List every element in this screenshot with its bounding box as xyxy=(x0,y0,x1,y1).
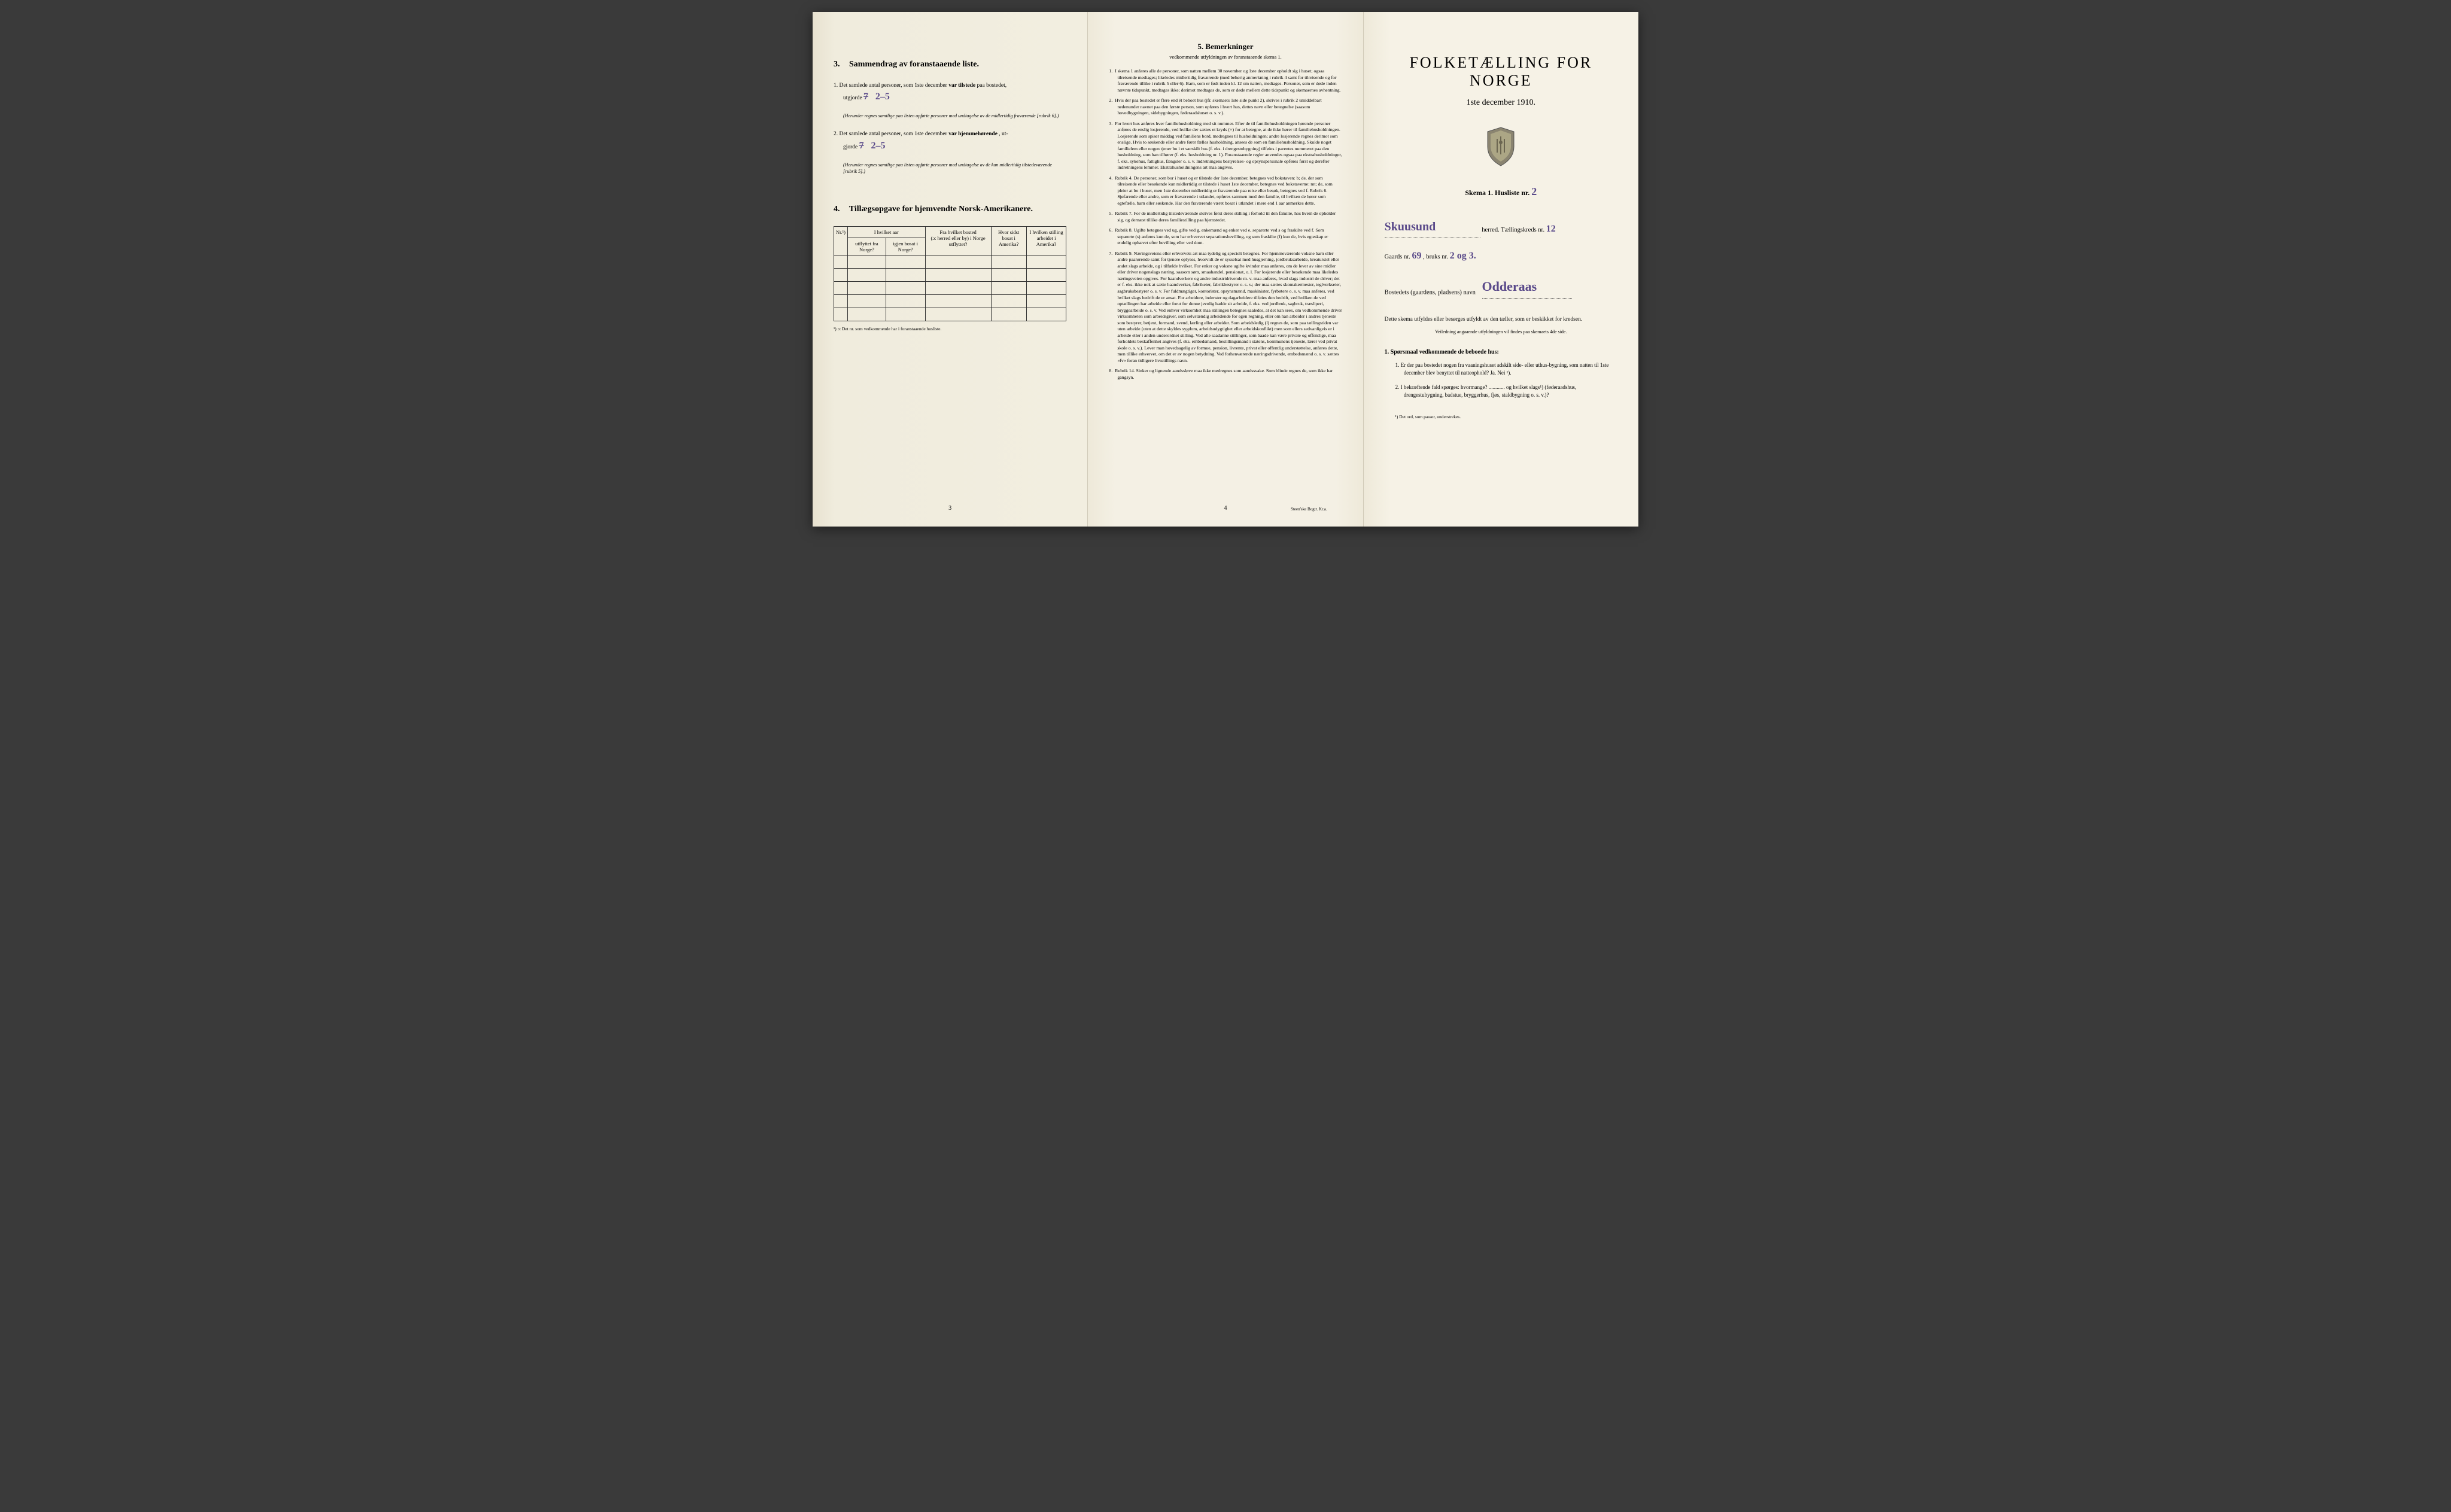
item2: 2. Det samlede antal personer, som 1ste … xyxy=(834,130,1066,153)
item2-hand2: 2–5 xyxy=(871,141,886,151)
herred-label: herred. Tællingskreds nr. xyxy=(1482,227,1544,233)
remarks-heading: 5. Bemerkninger xyxy=(1109,42,1342,51)
col4-bot: arbeidet i Amerika? xyxy=(1036,235,1057,247)
remark-5: 5.Rubrik 7. For de midlertidig tilstedev… xyxy=(1109,211,1342,223)
item2-note: (Herunder regnes samtlige paa listen opf… xyxy=(843,162,1066,175)
coat-of-arms-icon xyxy=(1483,126,1519,168)
col-aar: I hvilket aar xyxy=(848,227,926,238)
filling-instruction: Dette skema utfyldes eller besørges utfy… xyxy=(1385,315,1617,324)
gaards-nr: 69 xyxy=(1412,251,1421,261)
table-row xyxy=(834,269,1066,282)
section3-heading: 3. Sammendrag av foranstaaende liste. xyxy=(834,60,1066,69)
col4-top: I hvilken stilling xyxy=(1029,229,1063,235)
skema-line: Skema 1. Husliste nr. 2 xyxy=(1385,185,1617,198)
gaards-label: Gaards nr. xyxy=(1385,254,1410,260)
kreds-nr: 12 xyxy=(1546,224,1556,234)
item2-hand1: 7 xyxy=(859,141,864,151)
remark-1: 1.I skema 1 anføres alle de personer, so… xyxy=(1109,68,1342,93)
col-nr: Nr.¹) xyxy=(834,227,848,255)
item2-pre: Det samlede antal personer, som 1ste dec… xyxy=(840,131,947,137)
section4-title: Tillægsopgave for hjemvendte Norsk-Ameri… xyxy=(849,205,1033,214)
item1-pre: Det samlede antal personer, som 1ste dec… xyxy=(840,83,947,89)
col3-top: Hvor sidst xyxy=(998,229,1019,235)
item1-note: (Herunder regnes samtlige paa listen opf… xyxy=(843,112,1066,119)
col3-bot: bosat i Amerika? xyxy=(999,235,1019,247)
section3-title: Sammendrag av foranstaaende liste. xyxy=(849,60,979,69)
question-2: 2. I bekræftende fald spørges: hvormange… xyxy=(1395,384,1617,400)
section4-heading: 4. Tillægsopgave for hjemvendte Norsk-Am… xyxy=(834,205,1066,214)
husliste-nr: 2 xyxy=(1531,185,1537,197)
col-igjen: igjen bosat i Norge? xyxy=(886,238,925,255)
remark-2: 2.Hvis der paa bostedet er flere end ét … xyxy=(1109,98,1342,117)
bosted-label: Bostedets (gaardens, pladsens) navn xyxy=(1385,290,1476,296)
remark-6: 6.Rubrik 8. Ugifte betegnes ved ug, gift… xyxy=(1109,227,1342,247)
remark-3: 3.For hvert hus anføres hver familiehush… xyxy=(1109,121,1342,171)
col2-bot: (ɔ: herred eller by) i Norge utflyttet? xyxy=(930,235,985,247)
bosted-name: Odderaas xyxy=(1482,279,1537,294)
question-1: 1. Er der paa bostedet nogen fra vaaning… xyxy=(1395,361,1617,378)
section4-number: 4. xyxy=(834,205,840,214)
skema-label: Skema 1. Husliste nr. xyxy=(1465,188,1529,197)
item1-post: paa bostedet, xyxy=(977,83,1007,89)
printer-credit: Steen'ske Bogtr. Kr.a. xyxy=(1291,507,1327,512)
col-hvor-sidst: Hvor sidst bosat i Amerika? xyxy=(991,227,1026,255)
bruks-label: , bruks nr. xyxy=(1423,254,1448,260)
table-row xyxy=(834,282,1066,295)
page-number-3: 3 xyxy=(813,505,1087,512)
remark-5-text: Rubrik 7. For de midlertidig tilstedevær… xyxy=(1115,211,1336,223)
remark-4: 4.Rubrik 4. De personer, som bor i huset… xyxy=(1109,175,1342,207)
item1-bold: var tilstede xyxy=(948,83,975,89)
item2-bold: var hjemmehørende xyxy=(948,131,998,137)
remark-4-text: Rubrik 4. De personer, som bor i huset o… xyxy=(1115,175,1333,206)
item1-hand1: 7 xyxy=(863,92,868,102)
gaards-line: Gaards nr. 69 , bruks nr. 2 og 3. xyxy=(1385,248,1617,265)
census-date: 1ste december 1910. xyxy=(1385,98,1617,108)
remark-8-text: Rubrik 14. Sinker og lignende aandssløve… xyxy=(1115,368,1333,380)
bosted-line: Bostedets (gaardens, pladsens) navn Odde… xyxy=(1385,275,1617,299)
table-row xyxy=(834,308,1066,321)
remarks-subtitle: vedkommende utfyldningen av foranstaaend… xyxy=(1109,54,1342,60)
panel-middle: 5. Bemerkninger vedkommende utfyldningen… xyxy=(1087,12,1363,527)
remark-6-text: Rubrik 8. Ugifte betegnes ved ug, gifte … xyxy=(1115,227,1328,245)
remark-7-text: Rubrik 9. Næringsveiens eller erhvervets… xyxy=(1115,251,1342,363)
question-heading: 1. Spørsmaal vedkommende de beboede hus: xyxy=(1385,349,1617,355)
guidance-note: Veiledning angaaende utfyldningen vil fi… xyxy=(1385,329,1617,334)
col-fra-bosted: Fra hvilket bosted (ɔ: herred eller by) … xyxy=(925,227,991,255)
item1-utgjorde: utgjorde xyxy=(843,95,862,101)
col2-top: Fra hvilket bosted xyxy=(939,229,976,235)
census-title: FOLKETÆLLING FOR NORGE xyxy=(1385,54,1617,90)
remark-8: 8.Rubrik 14. Sinker og lignende aandsslø… xyxy=(1109,368,1342,381)
panel-left: 3. Sammendrag av foranstaaende liste. 1.… xyxy=(813,12,1087,527)
table-footnote: ¹) ɔ: Det nr. som vedkommende har i fora… xyxy=(834,326,1066,331)
q2-text: I bekræftende fald spørges: hvormange? .… xyxy=(1401,384,1576,398)
remark-1-text: I skema 1 anføres alle de personer, som … xyxy=(1115,68,1340,93)
herred-line: Skuusund herred. Tællingskreds nr. 12 xyxy=(1385,216,1617,238)
table-row xyxy=(834,255,1066,269)
bruks-nr: 2 og 3. xyxy=(1450,251,1476,261)
herred-name: Skuusund xyxy=(1385,220,1436,233)
col-stilling: I hvilken stilling arbeidet i Amerika? xyxy=(1026,227,1066,255)
remark-3-text: For hvert hus anføres hver familiehushol… xyxy=(1115,121,1342,171)
col-utflyttet: utflyttet fra Norge? xyxy=(848,238,886,255)
item1-hand2: 2–5 xyxy=(875,92,890,102)
item2-utgjorde: gjorde xyxy=(843,144,857,150)
census-document: 3. Sammendrag av foranstaaende liste. 1.… xyxy=(813,12,1638,527)
table-row xyxy=(834,295,1066,308)
section3-number: 3. xyxy=(834,60,840,69)
item2-post: , ut- xyxy=(999,131,1008,137)
q1-text: Er der paa bostedet nogen fra vaaningshu… xyxy=(1401,362,1609,376)
norsk-amerikanere-table: Nr.¹) I hvilket aar Fra hvilket bosted (… xyxy=(834,226,1066,321)
remarks-num: 5. xyxy=(1197,42,1203,51)
item1: 1. Det samlede antal personer, som 1ste … xyxy=(834,81,1066,104)
panel3-footnote: ¹) Det ord, som passer, understrekes. xyxy=(1395,414,1617,419)
remarks-title-text: Bemerkninger xyxy=(1205,42,1253,51)
remark-7: 7.Rubrik 9. Næringsveiens eller erhverve… xyxy=(1109,251,1342,364)
panel-right: FOLKETÆLLING FOR NORGE 1ste december 191… xyxy=(1363,12,1638,527)
remark-2-text: Hvis der paa bostedet er flere end ét be… xyxy=(1115,98,1322,115)
